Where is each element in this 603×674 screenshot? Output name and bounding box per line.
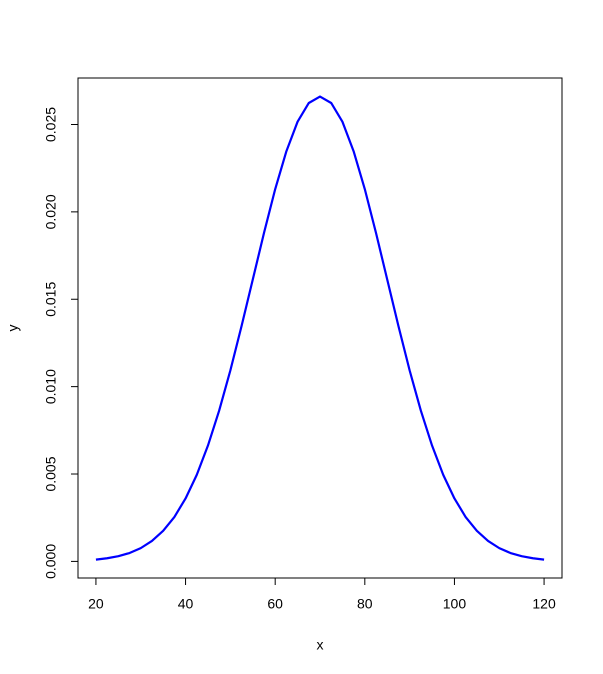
y-tick-label: 0.005 — [43, 456, 59, 491]
x-tick-label: 80 — [357, 596, 373, 612]
x-tick-label: 60 — [267, 596, 283, 612]
x-tick-label: 100 — [443, 596, 467, 612]
x-axis-label: x — [317, 637, 324, 653]
y-tick-label: 0.010 — [43, 369, 59, 404]
x-tick-label: 120 — [532, 596, 556, 612]
y-tick-label: 0.025 — [43, 107, 59, 142]
y-tick-label: 0.000 — [43, 544, 59, 579]
plot-frame — [77, 77, 563, 579]
density-line — [95, 95, 545, 561]
y-tick-label: 0.015 — [43, 282, 59, 317]
x-tick-label: 40 — [178, 596, 194, 612]
x-tick-label: 20 — [88, 596, 104, 612]
y-tick-label: 0.020 — [43, 194, 59, 229]
y-axis-label: y — [5, 325, 21, 332]
